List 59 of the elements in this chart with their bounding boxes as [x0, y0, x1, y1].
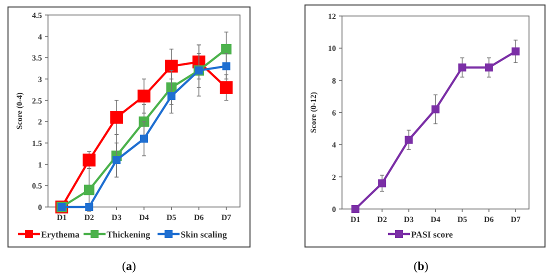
point: [458, 63, 466, 72]
y-tick-label: 4: [332, 140, 336, 150]
point: [484, 63, 493, 72]
x-tick-label: D4: [139, 213, 149, 222]
x-tick-label: D4: [430, 215, 440, 224]
y-tick-label: 12: [328, 12, 336, 21]
x-tick-label: D5: [457, 215, 468, 224]
y-tick-label: 0.5: [32, 182, 42, 191]
y-tick-label: 2.5: [32, 96, 42, 106]
y-tick-label: 3: [38, 75, 42, 84]
point: [221, 44, 232, 54]
y-tick-label: 3.5: [32, 54, 42, 63]
y-tick-label: 4.5: [32, 11, 42, 20]
x-tick-label: D1: [56, 213, 67, 222]
x-tick-label: D3: [404, 215, 414, 224]
point: [432, 105, 440, 114]
text: (b): [414, 259, 428, 273]
point: [140, 134, 148, 143]
y-tick-label: 0: [38, 203, 42, 212]
point: [167, 92, 176, 100]
x-tick-label: D2: [84, 213, 94, 222]
x-tick-label: D2: [377, 215, 387, 224]
point: [220, 81, 233, 94]
point: [110, 111, 123, 124]
y-tick-label: 2: [38, 118, 42, 127]
x-tick-label: D3: [112, 213, 122, 222]
y-tick-label: 1.5: [32, 139, 42, 148]
y-tick-label: 10: [328, 44, 336, 54]
y-tick-label: 2: [332, 172, 336, 182]
y-tick-label: 1: [38, 160, 42, 170]
x-tick-label: D6: [194, 213, 204, 222]
y-tick-label: 0: [332, 205, 336, 214]
point: [222, 62, 230, 70]
point: [512, 47, 520, 56]
x-tick-label: D7: [510, 215, 521, 224]
y-axis-title: Score (0-4): [15, 92, 24, 130]
point: [84, 184, 94, 196]
x-tick-label: D5: [166, 213, 176, 222]
point: [82, 154, 96, 166]
x-tick-label: D6: [484, 215, 494, 224]
point: [378, 179, 386, 188]
point: [138, 90, 150, 102]
point: [165, 60, 178, 73]
x-tick-label: D7: [221, 213, 232, 222]
point: [85, 203, 94, 211]
text: (a): [122, 259, 136, 273]
x-tick-label: D1: [350, 215, 360, 224]
y-tick-label: 6: [332, 108, 336, 118]
point: [112, 156, 121, 164]
y-tick-label: 8: [332, 76, 336, 86]
point: [404, 136, 413, 144]
point: [351, 205, 360, 213]
y-axis-title: Score (0-12): [309, 92, 318, 133]
legend-label: Skin scaling: [180, 230, 228, 240]
legend-label: PASI score: [411, 230, 453, 240]
point: [138, 116, 150, 127]
y-tick-label: 4: [38, 32, 42, 42]
legend-label: Thickening: [106, 230, 151, 240]
legend-label: Erythema: [41, 230, 80, 240]
